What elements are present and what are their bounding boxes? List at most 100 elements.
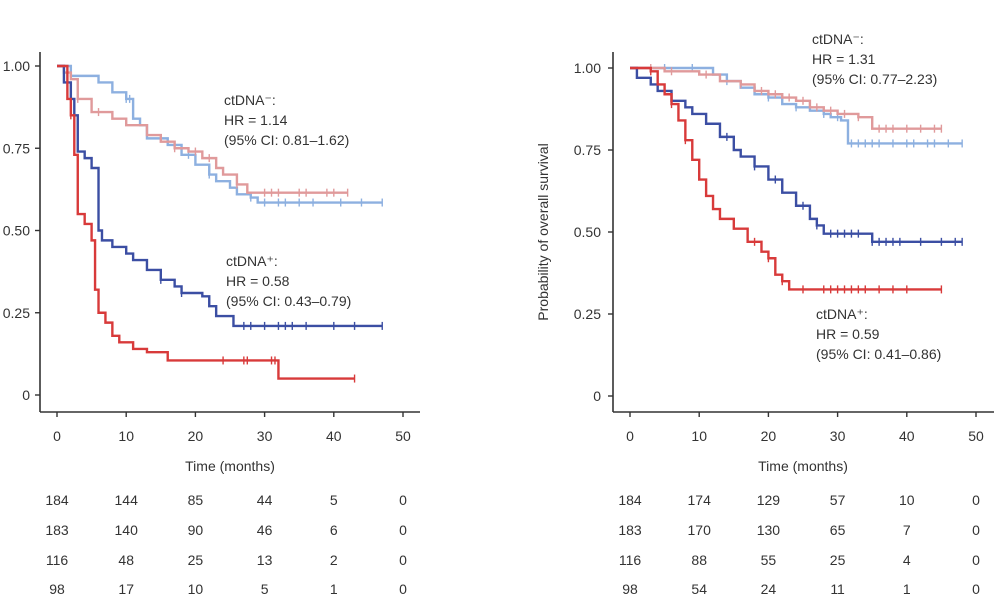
right-y-tick-label: 0: [593, 388, 601, 404]
left-y-tick-label: 0.25: [3, 305, 30, 321]
left-risk-cell: 144: [115, 492, 139, 508]
left-x-tick-label: 10: [118, 428, 134, 444]
right-km-curve-1: [630, 66, 942, 130]
right-risk-cell: 116: [619, 552, 642, 568]
right-x-tick-label: 0: [626, 428, 634, 444]
right-annotations: ctDNA⁻: HR = 1.31 (95% CI: 0.77–2.23) ctDNA…: [812, 31, 941, 362]
right-y-tick-label: 0.25: [574, 306, 601, 322]
right-risk-cell: 183: [618, 522, 642, 538]
right-km-curve-3: [630, 66, 942, 291]
left-risk-cell: 17: [118, 581, 134, 597]
left-curves: [57, 64, 383, 383]
right-risk-cell: 0: [972, 552, 980, 568]
left-y-tick-label: 0: [22, 387, 30, 403]
left-x-ticks: 0 10 20 30 40 50: [53, 412, 411, 444]
left-annotation-line: (95% CI: 0.43–0.79): [226, 293, 351, 309]
left-km-curve-1: [57, 64, 348, 194]
left-annotation-line: ctDNA⁺:: [226, 253, 278, 269]
left-annotation-line: HR = 0.58: [226, 273, 290, 289]
left-risk-cell: 6: [330, 522, 338, 538]
left-risk-cell: 184: [45, 492, 69, 508]
left-annotation-line: (95% CI: 0.81–1.62): [224, 132, 349, 148]
right-risk-cell: 0: [972, 581, 980, 597]
left-risk-cell: 0: [399, 522, 407, 538]
left-y-tick-label: 0.50: [3, 223, 30, 239]
right-annotation-line: ctDNA⁺:: [816, 306, 868, 322]
right-annotation-line: (95% CI: 0.41–0.86): [816, 346, 941, 362]
left-risk-cell: 13: [257, 552, 273, 568]
right-x-tick-label: 20: [761, 428, 777, 444]
left-risk-cell: 5: [261, 581, 269, 597]
left-risk-table: 184 144 85 44 5 0 183 140 90 46 6 0 116 48 25 13 2 0 98 17 1…: [45, 492, 407, 597]
left-risk-cell: 140: [115, 522, 139, 538]
right-risk-cell: 170: [688, 522, 712, 538]
left-km-panel: 00.250.500.751.00 0 10 20 30 40 50 Time (mont…: [3, 52, 420, 597]
right-risk-cell: 57: [830, 492, 846, 508]
right-risk-cell: 54: [691, 581, 707, 597]
left-x-tick-label: 0: [53, 428, 61, 444]
left-y-ticks: 0 0.25 0.50 0.75 1.00: [3, 58, 40, 403]
left-risk-cell: 85: [188, 492, 204, 508]
left-annotations: ctDNA⁻: HR = 1.14 (95% CI: 0.81–1.62) ctDNA…: [224, 92, 351, 309]
left-annotation-line: ctDNA⁻:: [224, 92, 276, 108]
right-x-axis-title: Time (months): [758, 458, 848, 474]
right-y-axis-title: Probability of overall survival: [535, 143, 551, 320]
right-risk-cell: 88: [691, 552, 707, 568]
left-y-tick-label: 1.00: [3, 58, 30, 74]
left-risk-cell: 0: [399, 581, 407, 597]
right-risk-cell: 55: [761, 552, 777, 568]
left-x-tick-label: 20: [188, 428, 204, 444]
right-y-tick-label: 1.00: [574, 60, 601, 76]
left-x-axis-title: Time (months): [185, 458, 275, 474]
right-x-tick-label: 40: [899, 428, 915, 444]
left-x-tick-label: 30: [257, 428, 273, 444]
right-annotation-line: (95% CI: 0.77–2.23): [812, 71, 937, 87]
left-risk-cell: 2: [330, 552, 338, 568]
left-risk-cell: 90: [188, 522, 204, 538]
right-km-curve-2: [630, 66, 963, 244]
left-y-tick-label: 0.75: [3, 140, 30, 156]
right-x-tick-label: 10: [691, 428, 707, 444]
left-risk-cell: 25: [188, 552, 204, 568]
right-risk-cell: 184: [618, 492, 642, 508]
left-x-tick-label: 40: [326, 428, 342, 444]
right-risk-cell: 0: [972, 492, 980, 508]
right-x-ticks: 0 10 20 30 40 50: [626, 412, 984, 444]
left-km-curve-2: [57, 64, 383, 328]
right-risk-cell: 25: [830, 552, 846, 568]
right-risk-cell: 130: [757, 522, 781, 538]
left-annotation-line: HR = 1.14: [224, 112, 288, 128]
right-risk-cell: 98: [622, 581, 638, 597]
right-curves: [630, 64, 963, 294]
left-risk-cell: 48: [118, 552, 134, 568]
left-risk-cell: 116: [46, 552, 69, 568]
right-risk-cell: 129: [757, 492, 781, 508]
right-risk-cell: 0: [972, 522, 980, 538]
right-risk-cell: 11: [830, 581, 845, 597]
left-risk-cell: 10: [188, 581, 204, 597]
left-risk-cell: 46: [257, 522, 273, 538]
left-x-tick-label: 50: [395, 428, 411, 444]
right-y-tick-label: 0.50: [574, 224, 601, 240]
left-risk-cell: 1: [330, 581, 338, 597]
right-risk-cell: 4: [903, 552, 911, 568]
left-risk-cell: 98: [49, 581, 65, 597]
right-risk-cell: 10: [899, 492, 915, 508]
left-km-curve-3: [57, 64, 355, 380]
right-x-tick-label: 30: [830, 428, 846, 444]
left-risk-cell: 44: [257, 492, 273, 508]
right-y-ticks: 0 0.25 0.50 0.75 1.00: [574, 60, 613, 404]
right-x-tick-label: 50: [968, 428, 984, 444]
right-km-panel: 00.250.500.751.00 0 10 20 30 40 50 Time (mont…: [535, 31, 994, 597]
right-y-tick-label: 0.75: [574, 142, 601, 158]
left-risk-cell: 0: [399, 552, 407, 568]
right-annotation-line: HR = 1.31: [812, 51, 876, 67]
right-risk-cell: 24: [761, 581, 777, 597]
left-risk-cell: 0: [399, 492, 407, 508]
right-risk-cell: 65: [830, 522, 846, 538]
right-risk-cell: 1: [903, 581, 911, 597]
right-risk-cell: 7: [903, 522, 911, 538]
left-risk-cell: 5: [330, 492, 338, 508]
